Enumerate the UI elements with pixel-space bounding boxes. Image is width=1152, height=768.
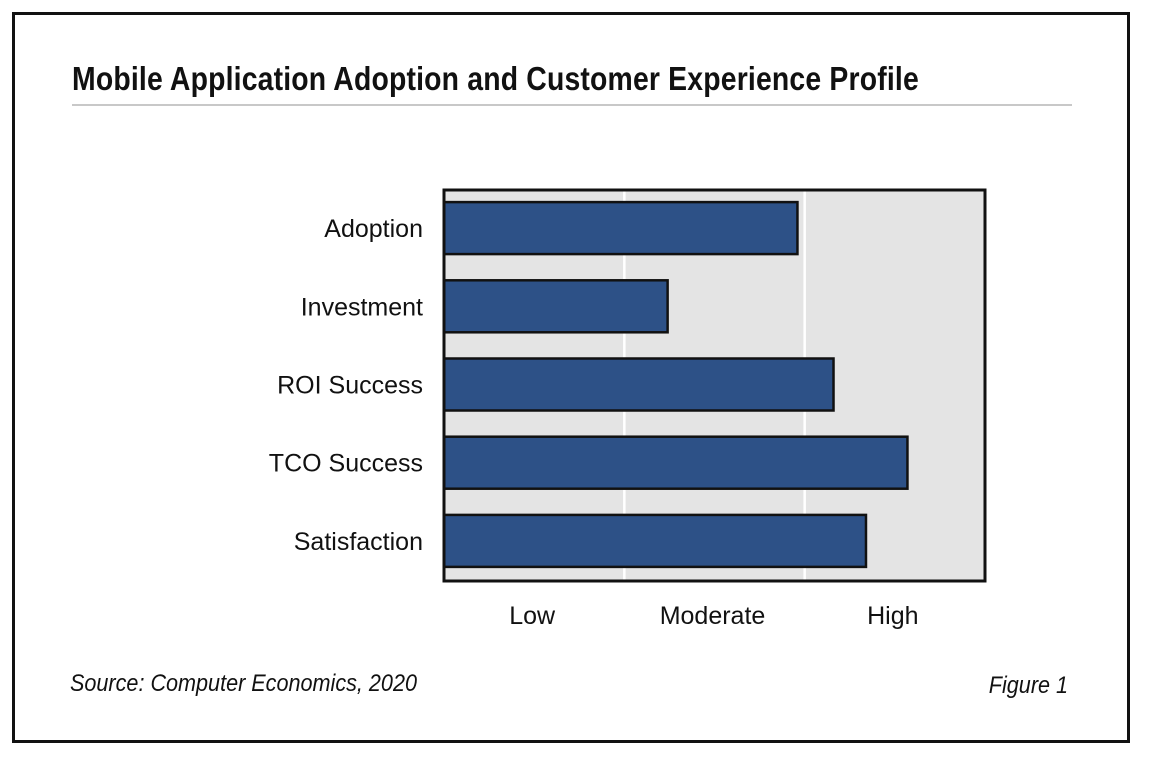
category-label: Adoption: [324, 215, 423, 243]
x-tick-label: Moderate: [660, 602, 766, 630]
category-label: Satisfaction: [294, 528, 423, 556]
category-label: Investment: [301, 293, 423, 321]
bar-investment: [442, 279, 669, 334]
figure-label: Figure 1: [988, 672, 1068, 699]
x-tick-label: Low: [509, 602, 556, 630]
bar-adoption: [442, 200, 799, 256]
chart-title: Mobile Application Adoption and Customer…: [72, 60, 919, 97]
bar-roi-success: [442, 357, 835, 412]
figure-frame: [12, 12, 1130, 743]
bar-tco-success: [442, 435, 909, 490]
x-tick-label: High: [867, 602, 918, 630]
title-rule: [72, 104, 1072, 106]
bar-satisfaction: [442, 513, 868, 569]
source-note: Source: Computer Economics, 2020: [70, 670, 417, 697]
category-label: TCO Success: [269, 450, 423, 478]
category-label: ROI Success: [277, 372, 423, 400]
plot-border: [442, 188, 987, 583]
